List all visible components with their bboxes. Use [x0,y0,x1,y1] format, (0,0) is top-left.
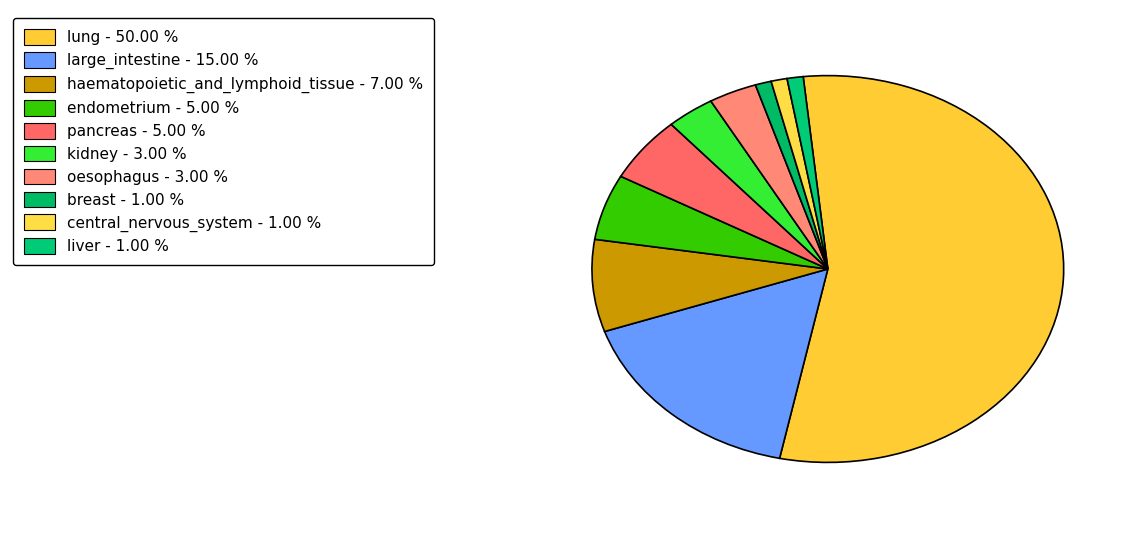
Wedge shape [671,101,828,269]
Wedge shape [711,85,828,269]
Wedge shape [771,79,828,269]
Wedge shape [620,124,828,269]
Wedge shape [592,239,828,331]
Legend: lung - 50.00 %, large_intestine - 15.00 %, haematopoietic_and_lymphoid_tissue - : lung - 50.00 %, large_intestine - 15.00 … [14,18,433,265]
Wedge shape [779,75,1064,463]
Wedge shape [594,176,828,269]
Wedge shape [755,81,828,269]
Wedge shape [604,269,828,458]
Wedge shape [787,76,828,269]
